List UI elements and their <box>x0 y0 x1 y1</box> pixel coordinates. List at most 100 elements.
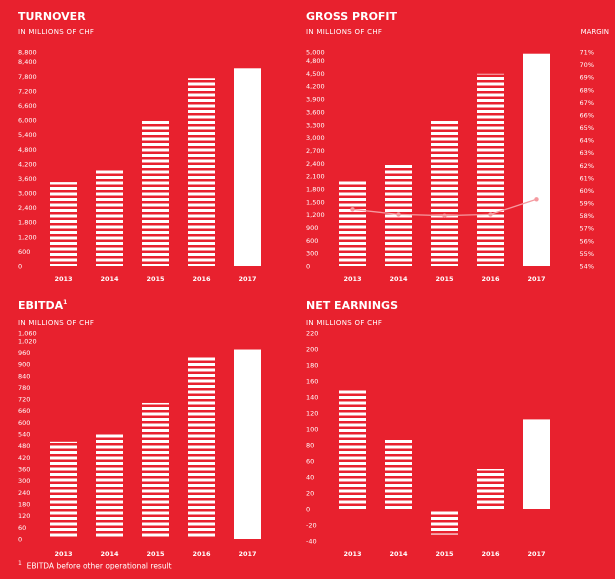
margin-tick-label: 59% <box>580 200 594 208</box>
y-tick-label: -40 <box>306 538 317 546</box>
y-tick-label: 20 <box>306 490 314 498</box>
y-tick-label: 840 <box>18 372 30 380</box>
x-tick-label: 2016 <box>192 275 211 283</box>
x-tick-label: 2013 <box>54 275 72 283</box>
bar <box>142 402 169 539</box>
margin-tick-label: 58% <box>580 212 594 220</box>
y-tick-label: 200 <box>306 346 318 354</box>
bar <box>96 168 123 266</box>
bar <box>50 182 77 266</box>
x-tick-label: 2014 <box>100 275 119 283</box>
y-tick-label: 600 <box>306 237 318 245</box>
y-tick-label: 3,000 <box>306 134 325 142</box>
bar <box>234 68 261 266</box>
y-tick-label: 4,500 <box>306 70 325 78</box>
y-tick-label: 3,300 <box>306 121 325 129</box>
margin-tick-label: 64% <box>580 137 594 145</box>
y-tick-label: 660 <box>18 407 30 415</box>
margin-tick-label: 66% <box>580 111 594 119</box>
y-tick-label: 1,020 <box>18 337 37 345</box>
margin-point <box>442 213 447 218</box>
x-tick-label: 2017 <box>527 275 545 283</box>
x-tick-label: 2015 <box>435 275 454 283</box>
bar <box>477 73 504 266</box>
y-tick-label: 2,400 <box>18 204 37 212</box>
margin-tick-label: 61% <box>580 174 594 182</box>
y-tick-label: 480 <box>18 442 30 450</box>
bar <box>523 419 550 509</box>
y-tick-label: 6,000 <box>18 117 37 125</box>
margin-point <box>534 197 539 202</box>
bar <box>385 438 412 509</box>
x-tick-label: 2014 <box>389 275 408 283</box>
bar <box>523 53 550 266</box>
y-tick-label: 5,000 <box>306 49 325 57</box>
margin-tick-label: 69% <box>580 74 594 82</box>
margin-tick-label: 67% <box>580 99 594 107</box>
y-tick-label: 120 <box>306 410 318 418</box>
bar <box>234 349 261 539</box>
y-tick-label: 540 <box>18 431 30 439</box>
y-tick-label: 600 <box>18 248 30 256</box>
y-tick-label: 60 <box>18 524 26 532</box>
y-tick-label: 5,400 <box>18 131 37 139</box>
chart-panel: TURNOVER IN MILLIONS OF CHF 0 600 1,200 1,800… <box>18 10 261 283</box>
y-tick-label: -20 <box>306 522 317 530</box>
chart-title: TURNOVER <box>18 10 86 23</box>
y-tick-label: 4,200 <box>306 83 325 91</box>
y-tick-label: 3,600 <box>306 108 325 116</box>
x-tick-label: 2013 <box>343 550 361 558</box>
x-tick-label: 2016 <box>192 550 211 558</box>
margin-tick-label: 60% <box>580 187 594 195</box>
y-tick-label: 0 <box>306 506 310 514</box>
y-tick-label: 1,800 <box>306 185 325 193</box>
y-tick-label: 360 <box>18 466 30 474</box>
title-superscript: 1 <box>63 299 67 306</box>
y-tick-label: 180 <box>306 362 318 370</box>
bar <box>142 119 169 267</box>
bar <box>50 441 77 539</box>
margin-axis-label: MARGIN <box>581 28 609 36</box>
y-tick-label: 160 <box>306 378 318 386</box>
y-tick-label: 2,100 <box>306 173 325 181</box>
x-tick-label: 2016 <box>481 275 500 283</box>
y-tick-label: 120 <box>18 512 30 520</box>
y-tick-label: 7,800 <box>18 73 37 81</box>
y-tick-label: 420 <box>18 454 30 462</box>
chart-title: GROSS PROFIT <box>306 10 398 23</box>
chart-subtitle: IN MILLIONS OF CHF <box>306 319 382 327</box>
y-tick-label: 3,900 <box>306 96 325 104</box>
y-tick-label: 3,000 <box>18 190 37 198</box>
margin-tick-label: 55% <box>580 250 594 258</box>
bar <box>477 469 504 509</box>
y-tick-label: 4,200 <box>18 160 37 168</box>
bar <box>188 78 215 266</box>
x-tick-label: 2017 <box>238 275 256 283</box>
x-tick-label: 2014 <box>389 550 408 558</box>
y-tick-label: 1,060 <box>18 330 37 338</box>
chart-subtitle: IN MILLIONS OF CHF <box>18 28 94 36</box>
bar <box>339 179 366 266</box>
margin-tick-label: 70% <box>580 61 594 69</box>
footnote: 1 EBITDA before other operational result <box>18 560 172 571</box>
y-tick-label: 7,200 <box>18 87 37 95</box>
x-tick-label: 2013 <box>343 275 361 283</box>
y-tick-label: 2,700 <box>306 147 325 155</box>
chart-subtitle: IN MILLIONS OF CHF <box>306 28 382 36</box>
bar <box>339 389 366 509</box>
bar <box>188 357 215 539</box>
y-tick-label: 2,400 <box>306 160 325 168</box>
margin-tick-label: 68% <box>580 86 594 94</box>
margin-tick-label: 57% <box>580 225 594 233</box>
y-tick-label: 900 <box>18 361 30 369</box>
y-tick-label: 1,200 <box>306 211 325 219</box>
y-tick-label: 3,600 <box>18 175 37 183</box>
y-tick-label: 8,800 <box>18 49 37 57</box>
chart-panel: NET EARNINGS IN MILLIONS OF CHF -40 -20 0 20 4… <box>306 299 550 558</box>
y-tick-label: 0 <box>306 263 310 271</box>
y-tick-label: 1,500 <box>306 198 325 206</box>
y-tick-label: 4,800 <box>306 57 325 65</box>
y-tick-label: 300 <box>18 477 30 485</box>
margin-point <box>350 207 355 212</box>
